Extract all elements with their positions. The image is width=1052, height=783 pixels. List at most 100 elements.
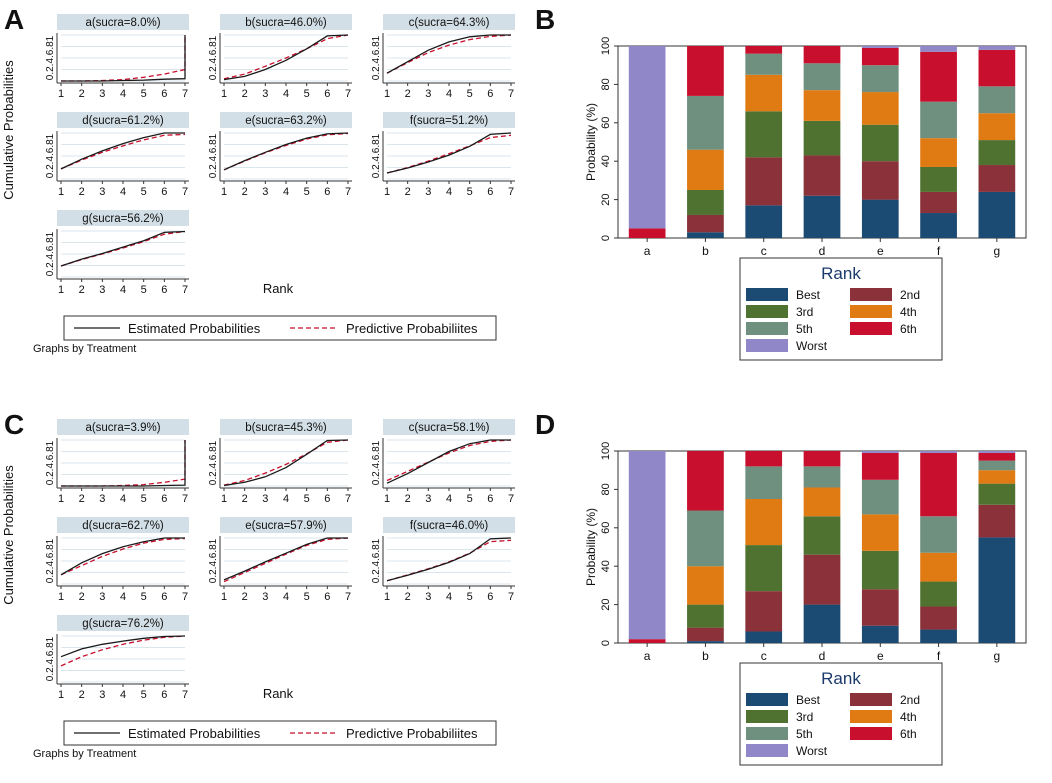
x-tick-label: 7 (508, 186, 514, 198)
y-tick-label: 0 (600, 235, 612, 241)
legend-swatch-5th (746, 322, 788, 335)
legend-label-5th: 5th (796, 727, 813, 741)
legend-swatch-5th (746, 727, 788, 740)
y-tick-label: 0 (600, 640, 612, 646)
subplot-title-strip (383, 419, 515, 435)
x-tick-label: 6 (161, 493, 167, 505)
legend-label-Worst: Worst (796, 339, 828, 353)
bar-segment-c-Best (745, 205, 783, 238)
bar-segment-d-4th (803, 487, 841, 517)
bar-segment-c-4th (745, 74, 783, 112)
bar-segment-g-5th (978, 460, 1016, 471)
bar-segment-f-2nd (920, 191, 957, 214)
x-tick-label: 5 (141, 591, 147, 603)
bar-segment-b-3rd (687, 604, 724, 628)
estimated-line (386, 439, 511, 484)
x-tick-label: 7 (345, 493, 351, 505)
predictive-line (223, 439, 349, 486)
x-tick-label: 6 (161, 689, 167, 701)
panel-letter: C (4, 409, 24, 440)
y-tick-labels: 0.2.4.6.81 (371, 538, 382, 583)
x-tick-label: 7 (345, 591, 351, 603)
legend-label-5th: 5th (796, 322, 813, 336)
x-tick-label: 6 (324, 88, 330, 100)
bar-segment-d-3rd (803, 120, 841, 156)
y-tick-labels: 0.2.4.6.81 (208, 538, 219, 583)
legend-title: Rank (821, 264, 861, 283)
subplot-title: d(sucra=62.7%) (82, 520, 164, 532)
bar-segment-d-Best (803, 195, 841, 238)
estimated-line (60, 635, 186, 658)
bar-segment-d-5th (803, 466, 841, 488)
x-tick-label: 6 (487, 186, 493, 198)
bar-segment-g-Worst (978, 46, 1016, 50)
predictive-line (60, 230, 186, 267)
subplot-title: f(sucra=51.2%) (410, 115, 488, 127)
bar-segment-g-6th (978, 49, 1016, 87)
legend-swatch-Best (746, 288, 788, 301)
legend-estimated-label: Estimated Probabilities (128, 321, 261, 336)
x-tick-label: 5 (304, 88, 310, 100)
subplot-title-strip (57, 14, 189, 30)
legend-label-3rd: 3rd (796, 305, 813, 319)
subplot-title: f(sucra=46.0%) (410, 520, 488, 532)
subplot-title: d(sucra=61.2%) (82, 115, 164, 127)
x-tick-label: 4 (446, 493, 452, 505)
estimated-line (61, 440, 186, 487)
y-axis-label: Probability (%) (584, 508, 598, 586)
x-tick-label: 7 (345, 186, 351, 198)
y-tick-labels: 0.2.4.6.81 (45, 231, 56, 276)
x-tick-label: 7 (182, 493, 188, 505)
estimated-line (60, 132, 185, 170)
x-tick-label: c (761, 244, 767, 258)
x-axis-label: Rank (263, 686, 294, 701)
x-tick-label: 4 (446, 88, 452, 100)
bar-segment-f-3rd (920, 581, 957, 607)
bar-segment-f-Best (920, 213, 957, 238)
legend-box (63, 720, 497, 746)
predictive-line (60, 537, 186, 576)
bar-segment-c-5th (745, 466, 783, 499)
x-tick-label: 2 (242, 591, 248, 603)
bar-segment-d-Best (803, 604, 841, 643)
x-tick-label: 4 (120, 493, 126, 505)
x-tick-label: 6 (487, 88, 493, 100)
x-tick-label: 2 (79, 186, 85, 198)
bar-segment-g-Worst (978, 451, 1016, 453)
x-tick-label: d (819, 244, 826, 258)
bar-segment-e-6th (861, 452, 899, 480)
x-tick-label: 5 (141, 186, 147, 198)
bar-segment-g-3rd (978, 140, 1016, 166)
bar-segment-e-Worst (861, 451, 899, 453)
estimated-line (61, 35, 186, 82)
y-tick-label: 60 (600, 117, 612, 129)
subplot-title-strip (57, 419, 189, 435)
bar-segment-d-2nd (803, 554, 841, 605)
footer-note: Graphs by Treatment (33, 748, 136, 760)
bar-segment-b-6th (687, 46, 724, 96)
y-tick-labels: 0.2.4.6.81 (208, 440, 219, 485)
x-tick-label: 5 (304, 186, 310, 198)
y-axis-label: Probability (%) (584, 103, 598, 181)
bar-segment-b-Best (687, 232, 724, 238)
x-tick-label: 1 (221, 591, 227, 603)
bar-segment-e-6th (861, 47, 899, 66)
x-tick-label: 6 (324, 591, 330, 603)
estimated-line (386, 132, 512, 174)
predictive-line (60, 133, 186, 170)
bar-segment-a-6th (628, 639, 666, 643)
bar-segment-d-3rd (803, 516, 841, 555)
x-tick-label: g (994, 649, 1001, 663)
legend-label-Worst: Worst (796, 744, 828, 758)
bar-segment-f-6th (920, 452, 957, 517)
subplot-title: b(sucra=45.3%) (245, 422, 327, 434)
bar-segment-e-2nd (861, 589, 899, 626)
subplot-g: g(sucra=56.2%) 0.2.4.6.811 2 3 4 5 6 7 (45, 210, 189, 296)
bar-segment-e-Best (861, 199, 899, 238)
x-tick-label: 1 (58, 493, 64, 505)
legend-label-4th: 4th (900, 710, 917, 724)
bar-segment-f-Worst (920, 451, 957, 453)
x-tick-label: 6 (487, 591, 493, 603)
x-tick-label: 4 (283, 88, 289, 100)
line-legend: Estimated Probabilities Predictive Probab… (63, 720, 497, 746)
